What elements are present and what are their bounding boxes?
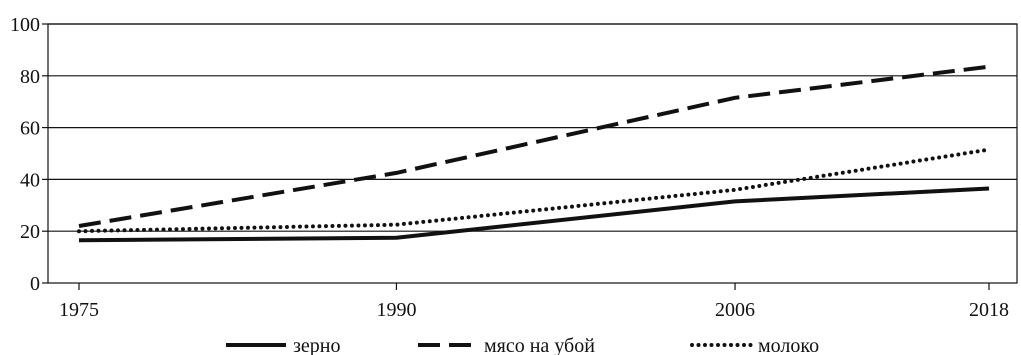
x-tick-labels: 1975 1990 2006 2018 (59, 299, 1009, 321)
y-tick-label: 100 (10, 14, 40, 36)
y-tick-label: 60 (20, 118, 40, 140)
series-line-3 (77, 147, 991, 234)
y-tick-label: 0 (30, 273, 40, 295)
y-tick-label: 80 (20, 66, 40, 88)
x-tick-label: 1990 (376, 299, 416, 321)
legend: зерно мясо на убой молоко (226, 335, 819, 355)
y-tick-labels: 0 20 40 60 80 100 (10, 14, 40, 295)
legend-label: молоко (758, 335, 819, 355)
y-tick-label: 40 (20, 169, 40, 191)
legend-label: зерно (293, 335, 340, 355)
axes (42, 23, 1018, 290)
y-tick-label: 20 (20, 221, 40, 243)
gridlines (48, 23, 1017, 232)
x-tick-label: 2018 (969, 299, 1009, 321)
x-tick-label: 2006 (715, 299, 755, 321)
series-line-1 (78, 186, 990, 243)
plot-frame (47, 23, 1018, 284)
x-tick-label: 1975 (59, 299, 99, 321)
series-line-2 (78, 64, 990, 228)
series-lines (77, 64, 991, 243)
legend-label: мясо на убой (484, 335, 595, 355)
